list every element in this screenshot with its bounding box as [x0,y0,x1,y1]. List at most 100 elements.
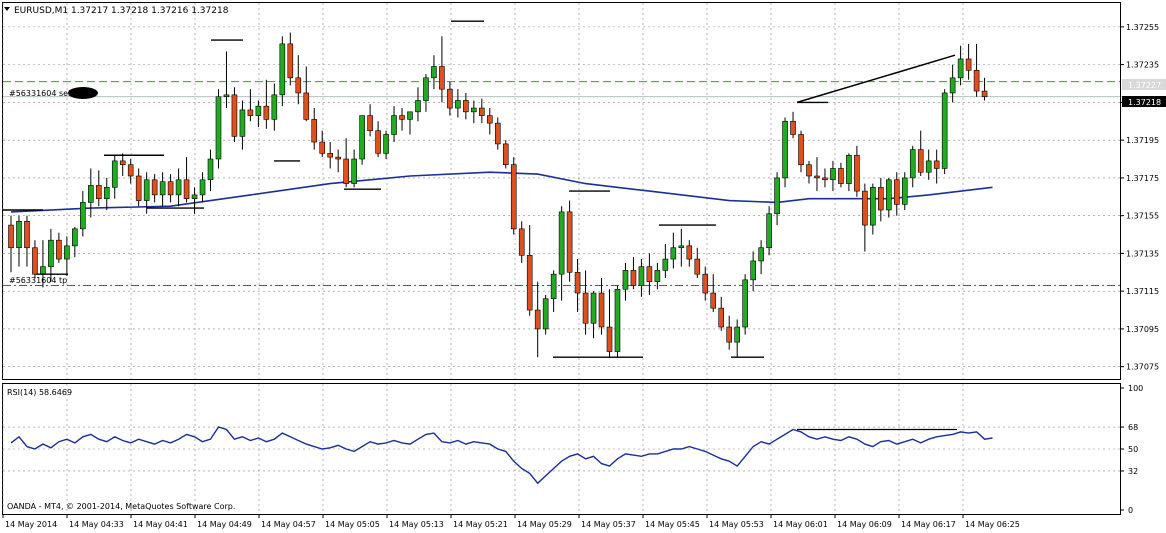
candle [231,87,238,143]
candle-body [415,100,421,113]
candle [271,83,278,131]
candle-body [183,179,190,199]
candle-body [750,260,756,281]
candle [710,274,717,312]
candle [790,111,796,139]
candle [878,177,884,222]
candle [431,55,437,90]
candle-body [303,92,310,120]
price-tick-label: 1.37115 [1126,287,1159,296]
candle [263,79,270,129]
candle [518,221,525,263]
candle-body [88,185,94,203]
candle [814,157,820,192]
candle [8,215,14,273]
candle [774,172,780,226]
candle [199,172,206,203]
candle [678,228,685,267]
order-levels [3,81,1120,286]
candle [598,277,605,335]
candle [151,174,158,203]
time-tick-label: 14 May 04:49 [197,520,252,529]
candle-body [16,221,22,249]
candle-body [40,266,46,275]
time-tick-label: 14 May 05:13 [389,520,444,529]
candle-body [423,77,429,101]
candle-body [327,153,334,158]
candle-body [159,181,166,196]
candle [471,100,477,124]
time-tick-label: 14 May 05:45 [645,520,700,529]
candle [670,232,677,269]
candle [64,236,70,277]
candle [782,117,788,188]
trend-drawings [3,20,956,358]
candle-body [351,158,357,184]
candle [455,89,461,118]
candle-body [702,273,709,294]
copyright-text: OANDA - MT4, © 2001-2014, MetaQuotes Sof… [7,502,235,511]
candle-body [630,270,637,286]
candle-body [694,258,701,275]
candle [56,232,62,263]
candle-body [686,245,693,260]
dropdown-triangle-icon[interactable] [4,7,10,11]
candle [255,100,262,127]
candle-body [878,187,884,211]
candle [638,259,645,297]
candle-body [590,292,597,324]
candle [359,115,365,165]
candle [854,145,860,197]
candle [494,117,501,150]
candle-body [311,119,318,143]
candle-body [782,120,788,179]
candle [375,121,381,158]
rising-trendline[interactable] [796,54,956,104]
candle-body [550,273,557,300]
rsi-label: RSI(14) 58.6469 [7,388,72,397]
candle [957,45,964,86]
candle [582,270,589,335]
rsi-tick-label: 100 [1128,384,1143,393]
candle [981,77,988,101]
candles [8,32,988,358]
candle-body [566,211,573,273]
candle [479,98,485,124]
price-tick-label: 1.37195 [1126,136,1159,145]
candle [143,172,150,214]
candle [909,145,916,188]
candle [383,130,389,160]
candle-body [431,66,437,79]
candle-body [654,270,661,283]
candle [327,142,334,169]
candle [798,130,804,173]
candle [95,170,102,207]
tp-order-label: #56331604 tp [9,276,67,285]
candle [766,206,772,256]
candle [838,162,844,188]
time-tick-label: 14 May 06:25 [965,520,1020,529]
candle-body [582,292,589,324]
candle [742,274,748,335]
axes: 1.372551.372351.372151.371951.371751.371… [2,23,1159,529]
candle [215,89,222,169]
candle-body [255,105,262,116]
candle-body [207,158,214,181]
candle-body [678,245,685,249]
candle [830,160,836,192]
candle [32,240,38,278]
candle [16,215,22,267]
candle-body [670,247,677,260]
candle [566,200,573,282]
candle [191,187,198,214]
time-tick-label: 14 May 06:09 [837,520,892,529]
candle [973,43,980,97]
candle [542,294,549,335]
price-tick-label: 1.37155 [1126,212,1159,221]
candle [279,36,286,107]
candle-body [518,228,525,256]
candle [510,157,517,235]
candle-body [941,92,948,169]
candle-body [901,177,908,205]
candle [614,285,621,358]
